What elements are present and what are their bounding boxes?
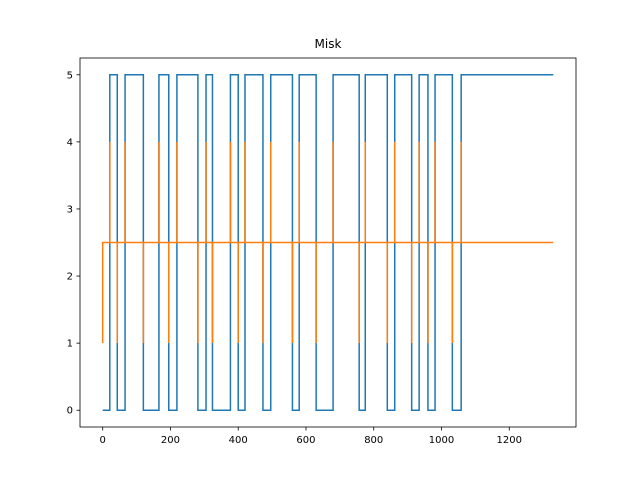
axes-layer: 0 200 400 600 800 1000 1200 0 1 2 3 4 5: [67, 57, 577, 446]
series-line-orange: [101, 141, 554, 344]
y-tick-label: 3: [67, 204, 73, 215]
x-tick-label: 800: [364, 435, 383, 446]
x-tick-label: 1000: [429, 435, 454, 446]
y-tick-label: 0: [67, 406, 73, 417]
y-tick-label: 1: [67, 339, 73, 350]
y-tick-label: 4: [67, 137, 73, 148]
chart-title: Misk: [315, 37, 342, 51]
x-tick-label: 600: [296, 435, 315, 446]
y-tick-label: 5: [67, 70, 73, 81]
axes-frame: [79, 57, 577, 428]
y-tick-label: 2: [67, 272, 73, 283]
x-tick-label: 0: [100, 435, 106, 446]
x-tick-label: 1200: [497, 435, 522, 446]
x-tick-label: 200: [161, 435, 180, 446]
series-layer: [101, 74, 554, 411]
x-tick-label: 400: [229, 435, 248, 446]
